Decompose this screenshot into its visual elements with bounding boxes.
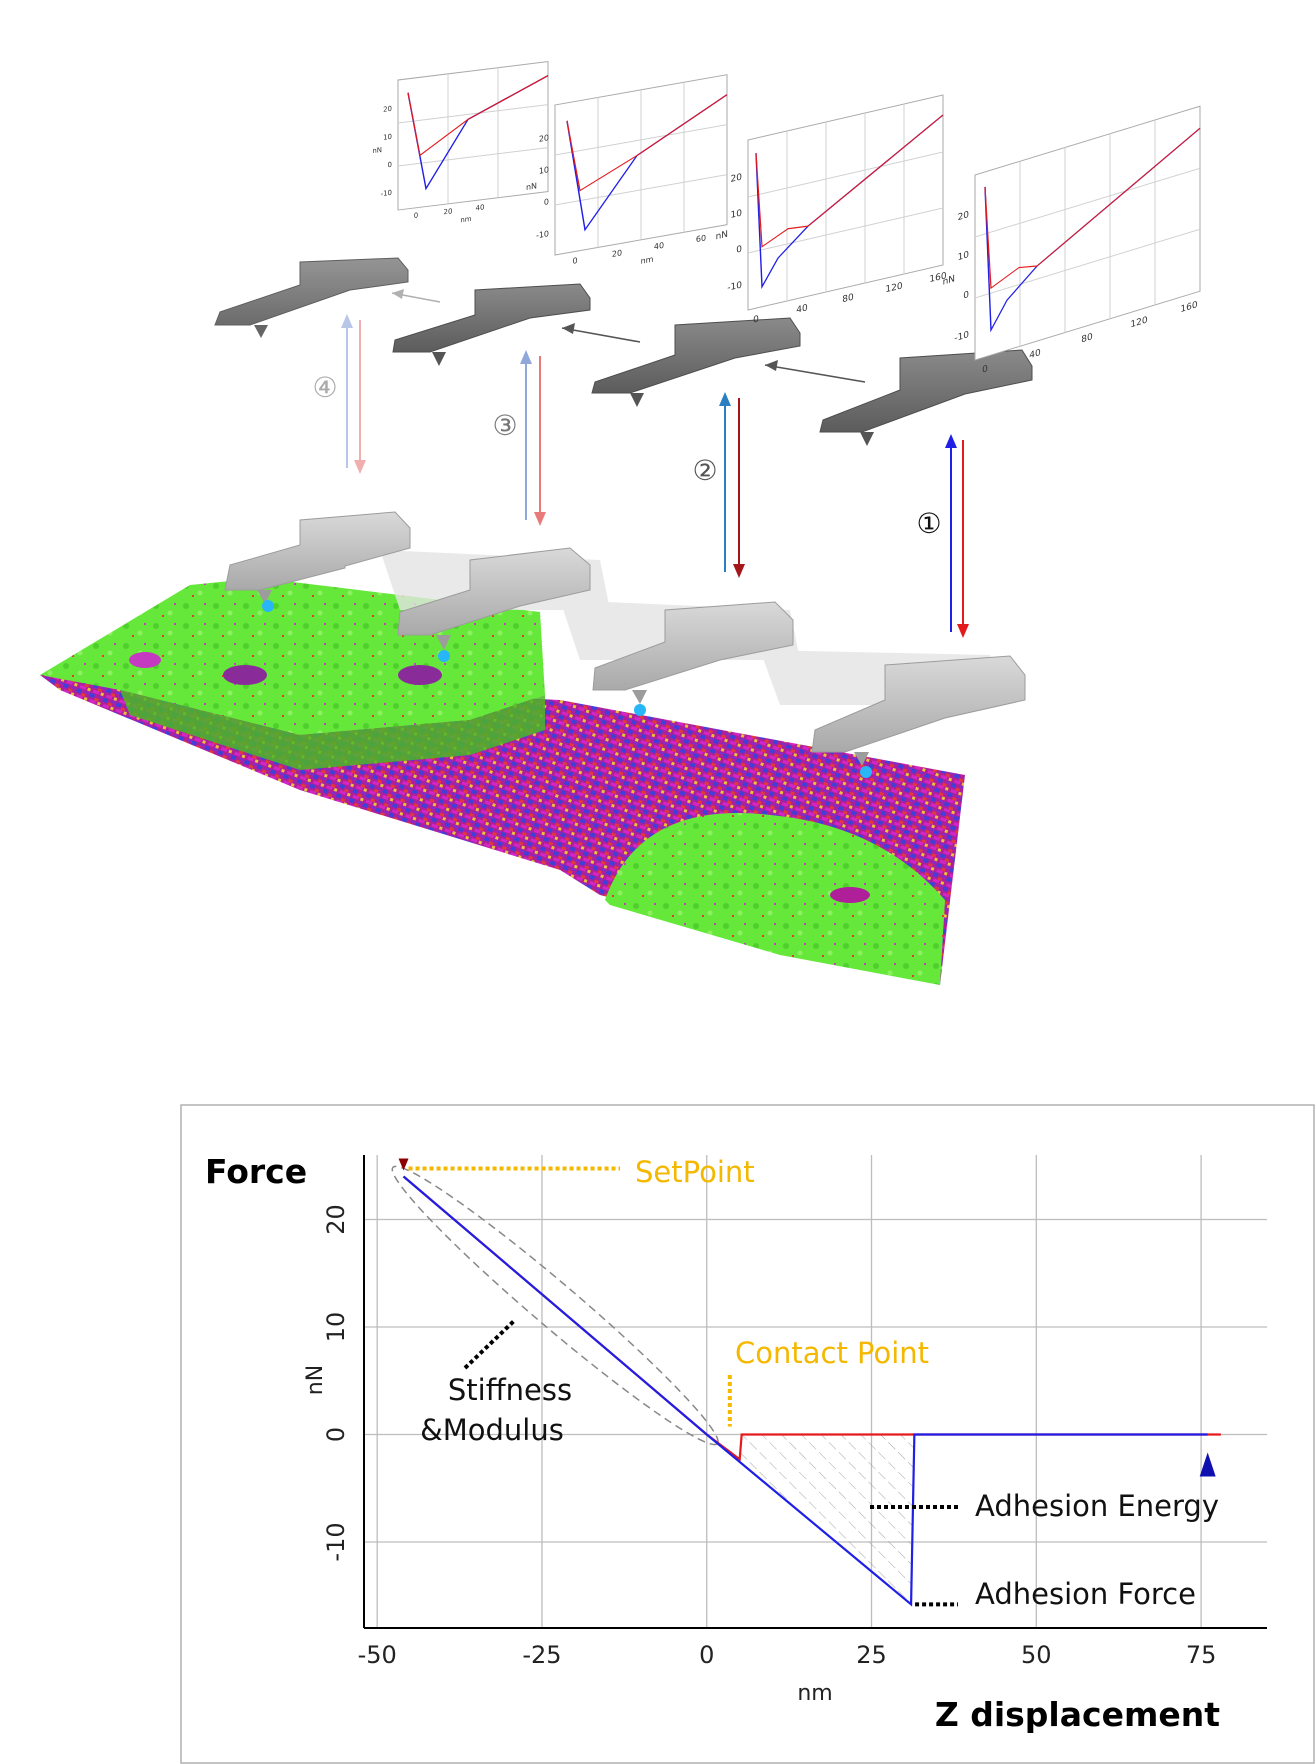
contact-point-label: Contact Point	[735, 1336, 929, 1370]
mini-plot-1-xtick: 20	[444, 206, 453, 216]
x-axis-label: nm	[797, 1681, 832, 1706]
mini-plot-3-xtick: 0	[753, 315, 759, 326]
adhesion-energy-label: Adhesion Energy	[975, 1489, 1219, 1523]
mini-plot-1-ytick: 0	[388, 160, 392, 170]
mini-plot-2-xtick: 60	[696, 233, 706, 244]
mini-plot-4-xtick: 160	[1180, 299, 1197, 315]
y-tick-label: 0	[322, 1427, 350, 1442]
step-label-1: ①	[916, 507, 941, 540]
mini-plot-4-ytick: 10	[958, 249, 970, 263]
mini-plot-1-xtick: 0	[414, 211, 418, 221]
mini-plot-1-ytick: -10	[381, 188, 392, 198]
mini-plot-2-ytick: 20	[539, 133, 549, 144]
surface-pit	[830, 887, 870, 903]
mini-plot-1-ytick: 20	[383, 104, 392, 114]
y-axis-label: nN	[303, 1365, 328, 1395]
surface-pit	[398, 665, 442, 685]
x-title: Z displacement	[935, 1695, 1220, 1734]
contact-spark-icon	[438, 650, 450, 662]
mini-plot-3-ytick: 20	[731, 172, 743, 185]
surface-pit	[223, 665, 267, 685]
step-label-3: ③	[492, 409, 517, 442]
mini-plot-2-ytick: 0	[544, 197, 549, 207]
mini-plot-4-xtick: 120	[1130, 314, 1147, 330]
x-tick-label: 50	[1021, 1641, 1052, 1669]
mini-plot-1-xtick: 40	[476, 202, 485, 212]
setpoint-marker-icon	[398, 1158, 409, 1171]
cantilever-contact-1	[811, 655, 1026, 766]
modulus-label: &Modulus	[420, 1413, 564, 1447]
y-title: Force	[205, 1152, 307, 1191]
mini-plot-3-ytick: 10	[731, 208, 743, 221]
surface-green-dome-right	[605, 813, 945, 985]
retract-curve	[402, 1175, 1208, 1607]
mini-plot-1-ytick: 10	[383, 132, 392, 142]
mini-plot-4-xtick: 40	[1029, 347, 1041, 361]
mini-plot-2-ytick: 10	[539, 165, 549, 176]
mini-plot-3-yunit: nN	[716, 230, 728, 243]
mini-plot-1: 20 10 0 -10 nN 0 20 40 nm	[372, 61, 549, 224]
mini-plot-3: 20 10 0 -10 nN 0 40 80 120 160	[716, 94, 947, 326]
afm-surface	[40, 578, 965, 985]
x-tick-label: 25	[856, 1641, 887, 1669]
stiffness-leader	[463, 1318, 517, 1370]
mini-plot-3-xtick: 160	[929, 271, 946, 285]
mini-plot-3-xtick: 120	[885, 281, 902, 295]
approach-retract-arrows	[341, 314, 969, 638]
cantilever-contact-2	[592, 601, 794, 704]
contact-markers	[262, 600, 872, 778]
mini-plot-3-ytick: 0	[736, 244, 742, 255]
setpoint-label: SetPoint	[635, 1155, 755, 1189]
mini-plot-2-xtick: 20	[612, 248, 622, 259]
mini-plot-3-xtick: 40	[796, 303, 808, 316]
mini-plot-4-ytick: 20	[958, 209, 970, 223]
mini-plot-1-xunit: nm	[460, 214, 471, 224]
x-tick-label: -50	[358, 1641, 397, 1669]
x-tick-label: 75	[1186, 1641, 1217, 1669]
mini-plot-3-ytick: -10	[727, 280, 742, 293]
stiffness-label: Stiffness	[448, 1373, 572, 1407]
mini-plot-4-xtick: 80	[1081, 331, 1093, 345]
y-tick-label: 20	[322, 1204, 350, 1235]
mini-plot-4: 20 10 0 -10 nN 0 40 80 120 160	[943, 105, 1201, 376]
y-tick-label: 10	[322, 1312, 350, 1343]
scan-arrows	[391, 289, 866, 383]
mini-plot-2-ytick: -10	[536, 229, 549, 240]
mini-plot-1-yunit: nN	[372, 145, 382, 155]
x-tick-label: 0	[699, 1641, 714, 1669]
mini-plot-2-yunit: nN	[526, 181, 537, 192]
mini-plot-2-xtick: 40	[654, 241, 664, 252]
cantilever-contact-3	[397, 547, 591, 650]
mini-plot-4-ytick: 0	[963, 289, 969, 302]
contact-spark-icon	[860, 766, 872, 778]
cantilever-lifted-1	[819, 349, 1033, 446]
mini-plot-4-yunit: nN	[943, 273, 955, 288]
adhesion-energy-region	[739, 1434, 915, 1605]
cantilever-lifted-2	[591, 317, 801, 407]
cantilever-lifted-4	[214, 257, 409, 338]
mini-plot-2-xtick: 0	[572, 256, 577, 266]
mini-plot-3-xtick: 80	[842, 293, 854, 306]
x-tick-label: -25	[522, 1641, 561, 1669]
plot-area: -50 -25 0 25 50 75 20 10 0 -10	[322, 1155, 1267, 1669]
mini-plot-4-ytick: -10	[954, 329, 969, 344]
contact-spark-icon	[634, 704, 646, 716]
cantilever-contact-4	[224, 511, 411, 604]
y-tick-label: -10	[322, 1522, 350, 1561]
mini-plot-4-xtick: 0	[982, 363, 988, 376]
cantilever-lifted-3	[392, 283, 591, 366]
surface-plateau-edge	[120, 690, 545, 770]
force-curve-chart: -50 -25 0 25 50 75 20 10 0 -10 Force Z displaceme…	[180, 1104, 1315, 1764]
step-label-4: ④	[312, 371, 337, 404]
surface-pit	[129, 652, 161, 668]
adhesion-force-label: Adhesion Force	[975, 1577, 1196, 1611]
contact-spark-icon	[262, 600, 274, 612]
mini-plot-2-xunit: nm	[641, 255, 654, 266]
step-label-2: ②	[692, 454, 717, 487]
mini-plot-2: 20 10 0 -10 nN 0 20 40 60 nm	[526, 74, 728, 266]
retract-end-marker-icon	[1199, 1452, 1216, 1477]
